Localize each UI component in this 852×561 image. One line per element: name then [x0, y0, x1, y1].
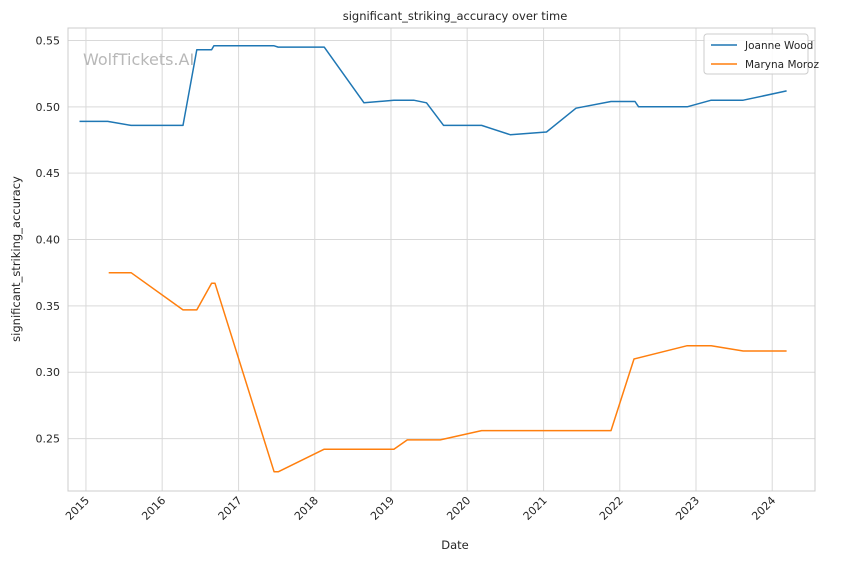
y-axis-label: significant_striking_accuracy	[9, 176, 23, 342]
y-tick-label: 0.25	[36, 433, 61, 446]
grid-lines	[68, 28, 815, 491]
legend-label-joanne-wood: Joanne Wood	[744, 40, 813, 52]
y-tick-label: 0.30	[36, 366, 61, 379]
y-tick-label: 0.45	[36, 167, 61, 180]
legend: Joanne Wood Maryna Moroz	[703, 33, 819, 75]
series-line-maryna-moroz	[108, 271, 787, 473]
legend-label-maryna-moroz: Maryna Moroz	[745, 59, 819, 71]
chart-title: significant_striking_accuracy over time	[343, 9, 568, 23]
y-tick-label: 0.40	[36, 234, 61, 247]
x-axis-label: Date	[441, 538, 469, 552]
plot-frame	[67, 27, 816, 492]
y-tick-label: 0.55	[36, 34, 61, 47]
watermark: WolfTickets.AI	[83, 50, 194, 69]
y-tick-label: 0.35	[36, 300, 61, 313]
series-line-joanne-wood	[79, 45, 787, 136]
y-tick-label: 0.50	[36, 101, 61, 114]
series-lines	[79, 45, 787, 473]
plot-area	[68, 28, 815, 491]
y-axis-ticks: 0.25 0.30 0.35 0.40 0.45 0.50 0.55	[36, 34, 61, 445]
